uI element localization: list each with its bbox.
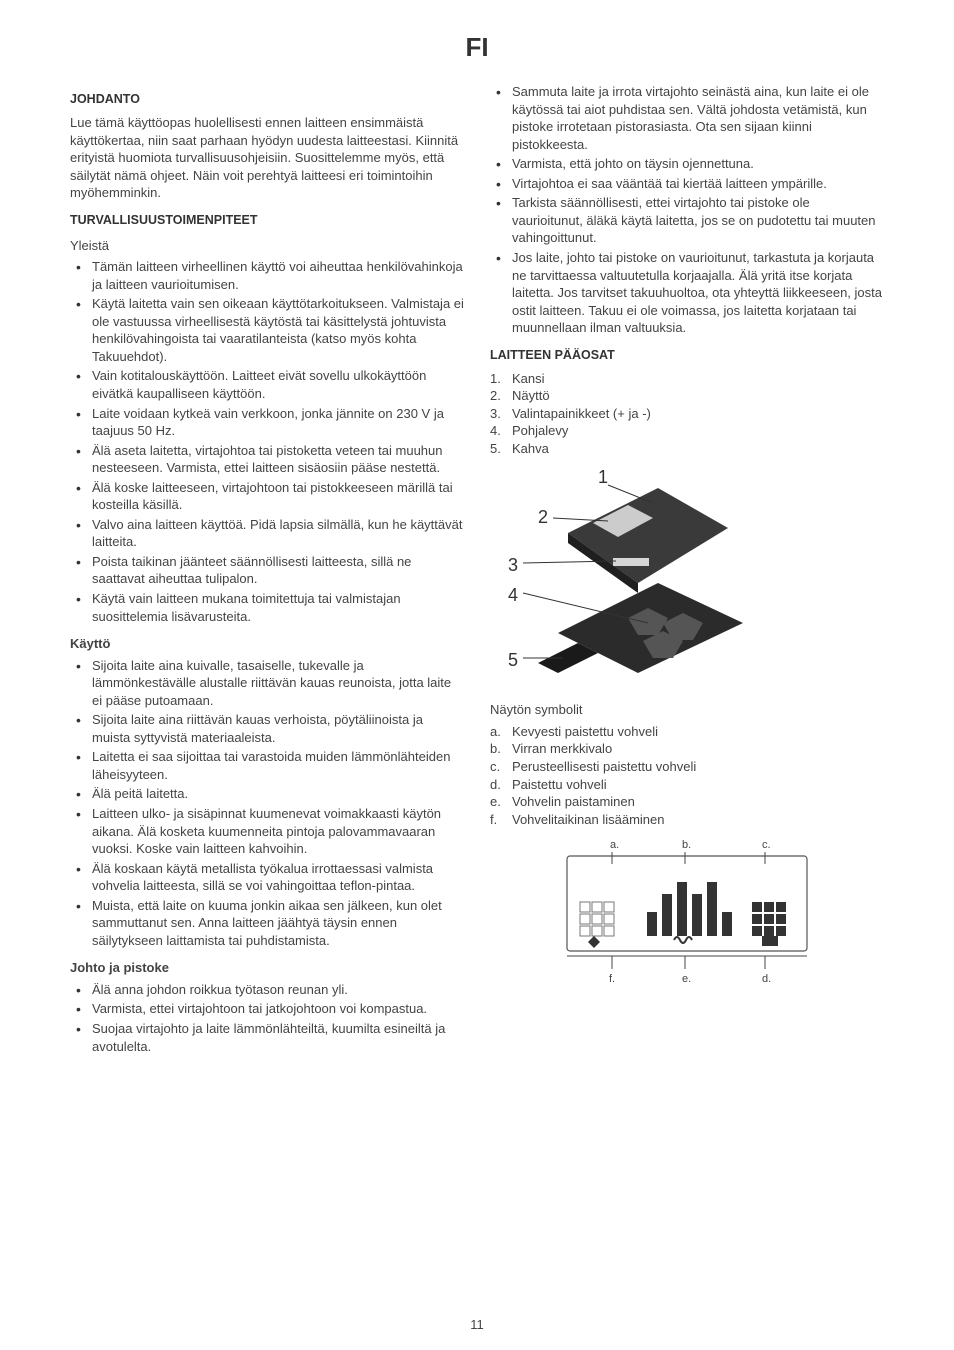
symbol-label: Vohvelin paistaminen [512,794,635,809]
list-item: Poista taikinan jäänteet säännöllisesti … [70,553,464,588]
general-list: Tämän laitteen virheellinen käyttö voi a… [70,258,464,625]
list-item: e.Vohvelin paistaminen [490,793,884,811]
list-item: Laitteen ulko- ja sisäpinnat kuumenevat … [70,805,464,858]
left-column: JOHDANTO Lue tämä käyttöopas huolellises… [70,83,464,1065]
list-item: a.Kevyesti paistettu vohveli [490,723,884,741]
svg-text:d.: d. [762,973,771,985]
svg-text:c.: c. [762,839,771,851]
svg-text:e.: e. [682,973,691,985]
symbol-label: Virran merkkivalo [512,741,612,756]
parts-heading: LAITTEEN PÄÄOSAT [490,347,884,364]
list-item: c.Perusteellisesti paistettu vohveli [490,758,884,776]
use-subheading: Käyttö [70,635,464,653]
list-item: Käytä laitetta vain sen oikeaan käyttöta… [70,295,464,365]
list-item: Valvo aina laitteen käyttöä. Pidä lapsia… [70,516,464,551]
content-columns: JOHDANTO Lue tämä käyttöopas huolellises… [70,83,884,1065]
list-item: Älä aseta laitetta, virtajohtoa tai pist… [70,442,464,477]
safety-heading: TURVALLISUUSTOIMENPITEET [70,212,464,229]
list-item: 2.Näyttö [490,387,884,405]
callout-1: 1 [598,465,608,489]
right-column: Sammuta laite ja irrota virtajohto seinä… [490,83,884,1065]
list-item: Tarkista säännöllisesti, ettei virtajoht… [490,194,884,247]
list-item: 5.Kahva [490,440,884,458]
general-subheading: Yleistä [70,237,464,255]
svg-text:f.: f. [609,973,615,985]
list-item: Vain kotitalouskäyttöön. Laitteet eivät … [70,367,464,402]
language-header: FI [70,30,884,65]
list-item: Sammuta laite ja irrota virtajohto seinä… [490,83,884,153]
list-item: Älä anna johdon roikkua työtason reunan … [70,981,464,999]
display-diagram: a. b. c. [552,834,822,994]
waffle-iron-icon [498,463,758,693]
symbol-label: Perusteellisesti paistettu vohveli [512,759,696,774]
cord-list: Älä anna johdon roikkua työtason reunan … [70,981,464,1055]
list-item: Muista, että laite on kuuma jonkin aikaa… [70,897,464,950]
list-item: Sijoita laite aina kuivalle, tasaiselle,… [70,657,464,710]
list-item: Älä koske laitteeseen, virtajohtoon tai … [70,479,464,514]
callout-4: 4 [508,583,518,607]
cord-subheading: Johto ja pistoke [70,959,464,977]
callout-5: 5 [508,648,518,672]
use-list: Sijoita laite aina kuivalle, tasaiselle,… [70,657,464,950]
symbol-label: Vohvelitaikinan lisääminen [512,812,664,827]
cord-continued-list: Sammuta laite ja irrota virtajohto seinä… [490,83,884,337]
list-item: Varmista, ettei virtajohtoon tai jatkojo… [70,1000,464,1018]
list-item: Tämän laitteen virheellinen käyttö voi a… [70,258,464,293]
list-item: f.Vohvelitaikinan lisääminen [490,811,884,829]
symbols-subheading: Näytön symbolit [490,701,884,719]
list-item: 4.Pohjalevy [490,422,884,440]
svg-text:b.: b. [682,839,691,851]
list-item: 3.Valintapainikkeet (+ ja -) [490,405,884,423]
part-label: Kansi [512,371,545,386]
svg-text:a.: a. [610,839,619,851]
list-item: Käytä vain laitteen mukana toimitettuja … [70,590,464,625]
symbols-list: a.Kevyesti paistettu vohveli b.Virran me… [490,723,884,828]
list-item: Varmista, että johto on täysin ojennettu… [490,155,884,173]
part-label: Pohjalevy [512,423,568,438]
part-label: Kahva [512,441,549,456]
list-item: Sijoita laite aina riittävän kauas verho… [70,711,464,746]
callout-3: 3 [508,553,518,577]
part-label: Näyttö [512,388,550,403]
list-item: Suojaa virtajohto ja laite lämmönlähteil… [70,1020,464,1055]
list-item: b.Virran merkkivalo [490,740,884,758]
list-item: Virtajohtoa ei saa vääntää tai kiertää l… [490,175,884,193]
display-panel-icon: a. b. c. [552,834,822,989]
list-item: 1.Kansi [490,370,884,388]
list-item: Älä peitä laitetta. [70,785,464,803]
parts-list: 1.Kansi 2.Näyttö 3.Valintapainikkeet (+ … [490,370,884,458]
list-item: Laitetta ei saa sijoittaa tai varastoida… [70,748,464,783]
parts-diagram: 1 2 3 4 5 [498,463,758,693]
page-number: 11 [0,1316,954,1334]
list-item: d.Paistettu vohveli [490,776,884,794]
list-item: Jos laite, johto tai pistoke on vaurioit… [490,249,884,337]
part-label: Valintapainikkeet (+ ja -) [512,406,651,421]
symbol-label: Paistettu vohveli [512,777,607,792]
callout-2: 2 [538,505,548,529]
list-item: Älä koskaan käytä metallista työkalua ir… [70,860,464,895]
list-item: Laite voidaan kytkeä vain verkkoon, jonk… [70,405,464,440]
symbol-label: Kevyesti paistettu vohveli [512,724,658,739]
intro-heading: JOHDANTO [70,91,464,108]
intro-paragraph: Lue tämä käyttöopas huolellisesti ennen … [70,114,464,202]
